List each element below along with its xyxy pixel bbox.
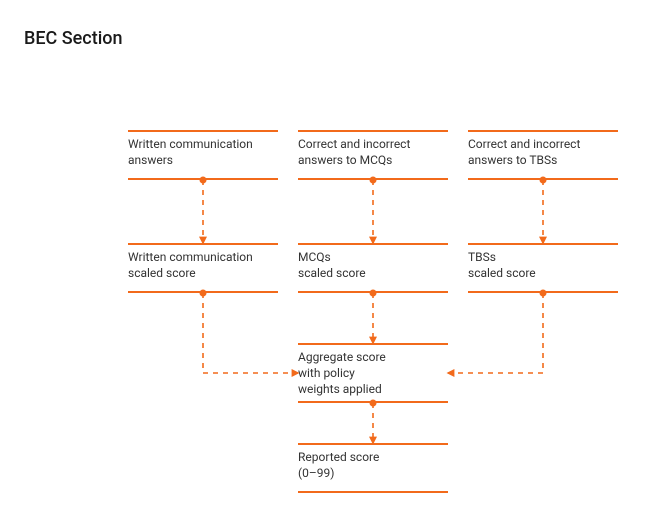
node-mcq-answers: Correct and incorrect answers to MCQs bbox=[298, 130, 448, 180]
node-label-tbs-scaled: TBSs scaled score bbox=[468, 245, 536, 281]
node-wc-answers: Written communication answers bbox=[128, 130, 278, 180]
node-tbs-scaled: TBSs scaled score bbox=[468, 243, 618, 293]
connector-line bbox=[203, 293, 298, 373]
node-label-mcq-scaled: MCQs scaled score bbox=[298, 245, 366, 281]
node-tbs-answers: Correct and incorrect answers to TBSs bbox=[468, 130, 618, 180]
node-label-tbs-answers: Correct and incorrect answers to TBSs bbox=[468, 132, 580, 168]
page-title: BEC Section bbox=[24, 28, 123, 49]
node-label-wc-scaled: Written communication scaled score bbox=[128, 245, 253, 281]
node-reported: Reported score (0–99) bbox=[298, 443, 448, 493]
node-wc-scaled: Written communication scaled score bbox=[128, 243, 278, 293]
node-mcq-scaled: MCQs scaled score bbox=[298, 243, 448, 293]
node-aggregate: Aggregate score with policy weights appl… bbox=[298, 343, 448, 403]
node-label-reported: Reported score (0–99) bbox=[298, 445, 379, 481]
node-label-aggregate: Aggregate score with policy weights appl… bbox=[298, 345, 386, 398]
connector-line bbox=[448, 293, 543, 373]
node-label-mcq-answers: Correct and incorrect answers to MCQs bbox=[298, 132, 410, 168]
node-label-wc-answers: Written communication answers bbox=[128, 132, 253, 168]
